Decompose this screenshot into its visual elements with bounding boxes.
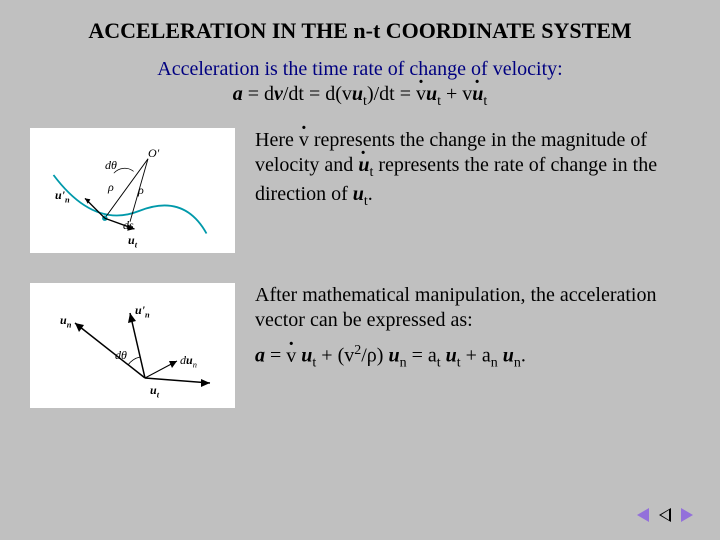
vector-diagram bbox=[30, 283, 235, 408]
eq2-n3: n bbox=[514, 356, 521, 371]
eq1-p1: = d bbox=[243, 83, 274, 105]
page-title: ACCELERATION IN THE n-t COORDINATE SYSTE… bbox=[30, 18, 690, 44]
eq2-a: a bbox=[255, 345, 265, 367]
eq2-n: n bbox=[400, 356, 407, 371]
eq2-p1: + (v bbox=[316, 345, 354, 367]
paragraph-2: After mathematical manipulation, the acc… bbox=[255, 283, 690, 333]
p1d: . bbox=[368, 183, 373, 205]
p1-vdot: v bbox=[299, 128, 309, 153]
nav-prev-button[interactable] bbox=[656, 508, 674, 522]
eq2-un: u bbox=[388, 345, 399, 367]
p1-udot: u bbox=[358, 153, 369, 178]
fig1-rho: ρ bbox=[108, 180, 114, 195]
eq1-udot: u bbox=[472, 83, 483, 106]
row-2: O' dθ ρ ρ ds u'n ut Here v represents th… bbox=[30, 128, 690, 253]
fig2-dun: dun bbox=[180, 353, 197, 369]
eq2-eq: = bbox=[265, 345, 286, 367]
fig1-ds: ds bbox=[123, 218, 134, 233]
fig1-O: O' bbox=[148, 146, 159, 161]
fig2-upn: u'n bbox=[135, 303, 150, 319]
eq2-dot: . bbox=[521, 345, 526, 367]
triangle-left-icon bbox=[637, 508, 649, 522]
paragraph-1: Here v represents the change in the magn… bbox=[255, 128, 690, 253]
eq1-a: a bbox=[233, 83, 243, 105]
eq2-n2: n bbox=[491, 356, 498, 371]
slide: ACCELERATION IN THE n-t COORDINATE SYSTE… bbox=[0, 0, 720, 540]
eq2-un2: u bbox=[503, 345, 514, 367]
eq2-p2: /ρ) bbox=[361, 345, 388, 367]
right-col-3: After mathematical manipulation, the acc… bbox=[255, 283, 690, 408]
equation-2: a = v ut + (v2/ρ) un = at ut + an un. bbox=[255, 343, 690, 372]
figure-1: O' dθ ρ ρ ds u'n ut bbox=[30, 128, 235, 253]
nav-next-button[interactable] bbox=[678, 508, 696, 522]
intro-line: Acceleration is the time rate of change … bbox=[30, 58, 690, 81]
p1a: Here bbox=[255, 129, 299, 151]
nav-buttons bbox=[634, 508, 696, 522]
fig1-rho2: ρ bbox=[138, 183, 144, 198]
fig1-dth: dθ bbox=[105, 158, 117, 173]
figure-2: un dθ u'n ut dun bbox=[30, 283, 235, 408]
eq2-vdot: v bbox=[286, 345, 296, 368]
fig1-un: u'n bbox=[55, 188, 70, 204]
eq1-vdot1: v bbox=[416, 83, 426, 106]
eq1-v: v bbox=[274, 83, 283, 105]
fig2-un: un bbox=[60, 313, 71, 329]
eq2-p3: = a bbox=[407, 345, 437, 367]
fig2-dth: dθ bbox=[115, 348, 127, 363]
eq1-ut1: u bbox=[352, 83, 363, 105]
eq2-ut2: u bbox=[446, 345, 457, 367]
eq1-p2: /dt = d(v bbox=[283, 83, 352, 105]
triangle-left-outline-icon bbox=[659, 508, 671, 522]
eq2-p4: + a bbox=[461, 345, 491, 367]
fig2-ut: ut bbox=[150, 383, 159, 399]
nav-first-button[interactable] bbox=[634, 508, 652, 522]
p1-ut: u bbox=[353, 183, 364, 205]
eq1-t3: t bbox=[483, 94, 487, 109]
eq1-p3: )/dt = bbox=[367, 83, 416, 105]
fig1-ut: ut bbox=[128, 233, 137, 249]
row-3: un dθ u'n ut dun After mathematical mani… bbox=[30, 283, 690, 408]
eq2-ut: u bbox=[301, 345, 312, 367]
eq1-ut2: u bbox=[426, 83, 437, 105]
eq1-p4: + v bbox=[441, 83, 472, 105]
triangle-right-icon bbox=[681, 508, 693, 522]
equation-1: a = dv/dt = d(vut)/dt = vut + vut bbox=[30, 83, 690, 110]
